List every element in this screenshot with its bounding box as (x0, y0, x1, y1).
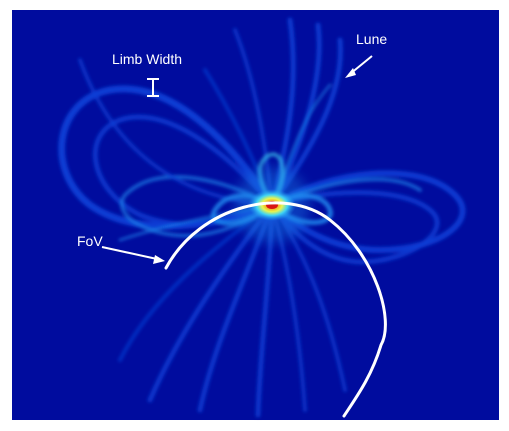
central-hotspot (234, 167, 310, 243)
fov-arrow (101, 246, 165, 264)
fov-label: FoV (77, 233, 103, 249)
limb-width-label: Limb Width (112, 51, 182, 67)
lune-arrow (345, 55, 373, 78)
lune-label: Lune (356, 31, 387, 47)
limb-width-marker (147, 78, 159, 97)
annotations: Limb Width Lune FoV (77, 31, 387, 264)
fov-arc (164, 201, 387, 418)
